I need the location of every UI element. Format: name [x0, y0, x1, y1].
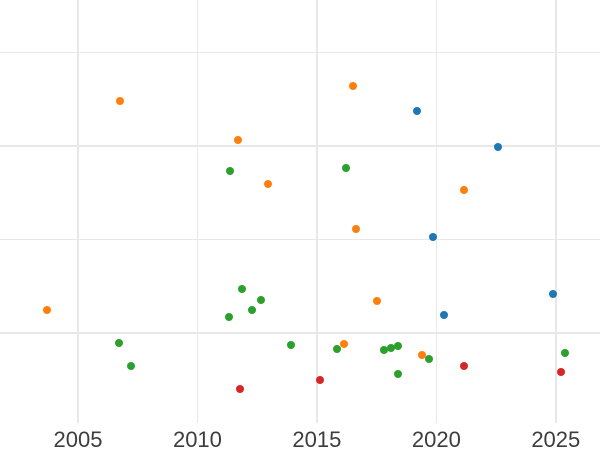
- vertical-gridline: [316, 0, 318, 423]
- data-point-green: [224, 313, 233, 321]
- data-point-orange: [348, 82, 357, 90]
- data-point-green: [561, 348, 570, 357]
- data-point-green: [225, 166, 234, 175]
- data-point-green: [394, 370, 403, 378]
- data-point-green: [386, 343, 395, 352]
- data-point-blue: [439, 311, 448, 319]
- x-tick-label-2025: 2025: [531, 427, 581, 450]
- data-point-orange: [372, 297, 381, 305]
- horizontal-gridline: [0, 145, 600, 147]
- data-point-green: [286, 341, 295, 349]
- horizontal-gridline: [0, 238, 600, 241]
- x-tick-label-2005: 2005: [53, 427, 103, 450]
- data-point-green: [256, 296, 265, 304]
- data-point-green: [425, 355, 434, 363]
- data-point-orange: [263, 180, 272, 188]
- data-point-green: [333, 344, 342, 353]
- x-tick-label-2015: 2015: [292, 427, 342, 450]
- data-point-orange: [115, 97, 124, 105]
- data-point-blue: [413, 107, 422, 115]
- x-tick-label-2020: 2020: [411, 427, 461, 450]
- data-point-green: [394, 342, 403, 350]
- data-point-red: [556, 368, 565, 376]
- data-point-orange: [42, 306, 51, 314]
- vertical-gridline: [435, 0, 438, 423]
- data-point-orange: [459, 185, 468, 194]
- data-point-blue: [428, 233, 437, 241]
- horizontal-gridline: [0, 332, 600, 334]
- data-point-green: [341, 164, 350, 172]
- data-point-green: [379, 346, 388, 354]
- data-point-blue: [494, 142, 503, 151]
- x-tick-label-2010: 2010: [172, 427, 222, 450]
- data-point-green: [248, 306, 257, 314]
- data-point-red: [316, 375, 325, 384]
- vertical-gridline: [196, 0, 199, 423]
- data-point-green: [114, 339, 123, 347]
- vertical-gridline: [555, 0, 557, 423]
- data-point-orange: [340, 340, 349, 348]
- data-point-orange: [418, 351, 427, 359]
- data-point-green: [237, 285, 246, 293]
- data-point-blue: [549, 290, 558, 298]
- data-point-red: [459, 362, 468, 370]
- vertical-gridline: [77, 0, 79, 423]
- data-point-green: [126, 362, 135, 370]
- horizontal-gridline: [0, 51, 600, 54]
- data-point-red: [236, 385, 245, 393]
- data-point-orange: [352, 225, 361, 233]
- data-point-orange: [234, 136, 243, 144]
